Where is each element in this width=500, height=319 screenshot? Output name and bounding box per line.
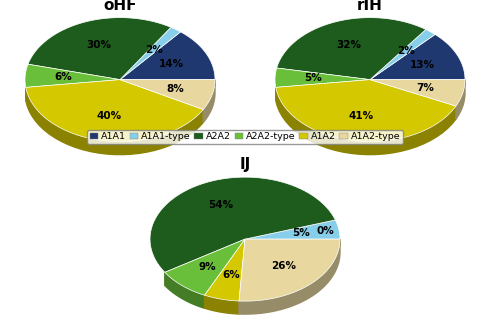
Text: 8%: 8% xyxy=(166,84,184,94)
Text: 13%: 13% xyxy=(410,60,435,70)
Text: 5%: 5% xyxy=(304,73,322,84)
Polygon shape xyxy=(204,295,239,314)
Polygon shape xyxy=(276,18,426,80)
Polygon shape xyxy=(120,32,215,80)
Polygon shape xyxy=(370,29,435,80)
Polygon shape xyxy=(239,239,340,314)
Polygon shape xyxy=(276,87,456,155)
Text: 2%: 2% xyxy=(398,46,415,56)
Polygon shape xyxy=(203,80,215,122)
Text: 54%: 54% xyxy=(208,200,234,211)
Title: IJ: IJ xyxy=(240,157,250,172)
Polygon shape xyxy=(370,80,465,106)
Text: 7%: 7% xyxy=(416,83,434,93)
Text: 0%: 0% xyxy=(317,226,334,236)
Title: oHF: oHF xyxy=(104,0,137,13)
Polygon shape xyxy=(26,87,203,155)
Polygon shape xyxy=(204,239,245,301)
Text: 5%: 5% xyxy=(292,228,310,238)
Polygon shape xyxy=(25,64,120,87)
Polygon shape xyxy=(28,18,171,80)
Text: 26%: 26% xyxy=(272,261,296,271)
Polygon shape xyxy=(370,34,465,80)
Text: 14%: 14% xyxy=(159,59,184,69)
Legend: A1A1, A1A1-type, A2A2, A2A2-type, A1A2, A1A2-type: A1A1, A1A1-type, A2A2, A2A2-type, A1A2, … xyxy=(88,130,403,144)
Polygon shape xyxy=(120,27,180,80)
Text: 2%: 2% xyxy=(144,45,162,55)
Polygon shape xyxy=(239,239,340,301)
Text: 6%: 6% xyxy=(54,72,72,82)
Polygon shape xyxy=(276,80,456,142)
Text: 40%: 40% xyxy=(97,111,122,121)
Polygon shape xyxy=(120,80,215,109)
Text: 9%: 9% xyxy=(198,262,216,272)
Polygon shape xyxy=(456,80,465,119)
Text: 6%: 6% xyxy=(222,270,240,280)
Polygon shape xyxy=(150,177,336,272)
Polygon shape xyxy=(165,239,245,295)
Polygon shape xyxy=(245,220,340,239)
Title: rIH: rIH xyxy=(357,0,383,13)
Polygon shape xyxy=(275,68,370,87)
Polygon shape xyxy=(26,80,203,142)
Text: 32%: 32% xyxy=(336,40,361,50)
Text: 41%: 41% xyxy=(348,111,374,121)
Polygon shape xyxy=(165,272,204,308)
Text: 30%: 30% xyxy=(86,40,112,50)
